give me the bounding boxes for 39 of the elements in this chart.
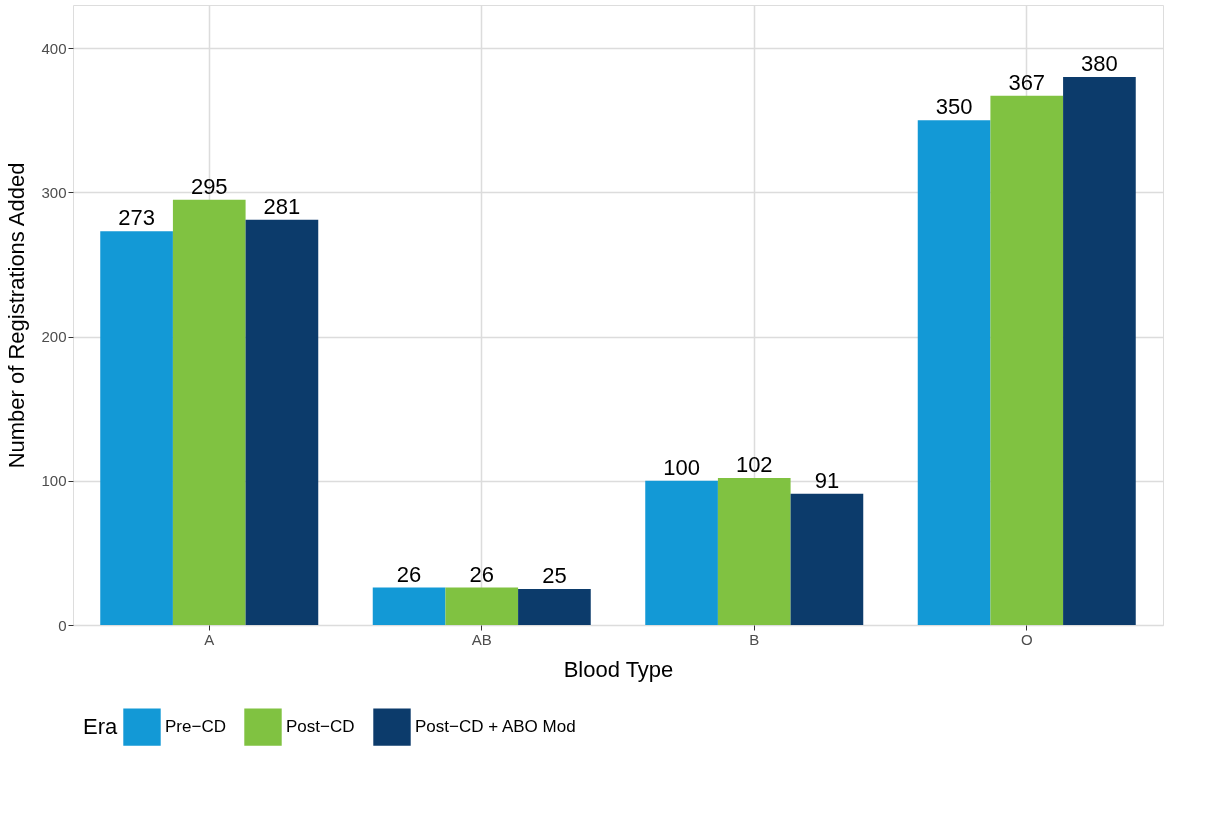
legend-label: Post−CD + ABO Mod [415,717,576,737]
bar [917,120,991,625]
data-label: 26 [396,561,422,587]
data-label: 25 [542,562,567,588]
bar [645,480,718,625]
bar [245,219,319,625]
x-tick-label: B [749,630,760,648]
bar [717,477,791,625]
y-tick-label: 300 [41,183,67,201]
y-axis-title: Number of Registrations Added [4,162,30,469]
data-label: 273 [118,205,155,231]
data-label: 100 [663,454,700,480]
bar [172,199,246,625]
data-label: 91 [814,467,840,493]
bar [100,231,173,625]
legend-label: Pre−CD [165,717,226,737]
y-tick-label: 400 [41,39,67,57]
y-tick-label: 0 [58,616,67,634]
legend-label: Post−CD [286,717,355,737]
bar [518,588,591,625]
x-tick-label: A [204,630,215,648]
x-axis-title: Blood Type [563,656,674,682]
data-label: 367 [1008,69,1046,95]
data-label: 26 [469,561,494,587]
y-tick-label: 200 [41,328,67,346]
x-tick-label: O [1020,630,1033,648]
bar [445,587,519,625]
data-label: 102 [735,451,773,477]
data-label: 281 [263,193,301,219]
data-label: 380 [1081,51,1118,77]
bar [790,493,864,625]
bar [1063,77,1136,625]
bar [372,587,446,625]
y-tick-label: 100 [41,472,67,490]
data-label: 295 [190,173,228,199]
bar [990,95,1064,625]
data-label: 350 [935,94,973,120]
legend-title: Era [83,714,118,739]
x-tick-label: AB [471,630,492,648]
